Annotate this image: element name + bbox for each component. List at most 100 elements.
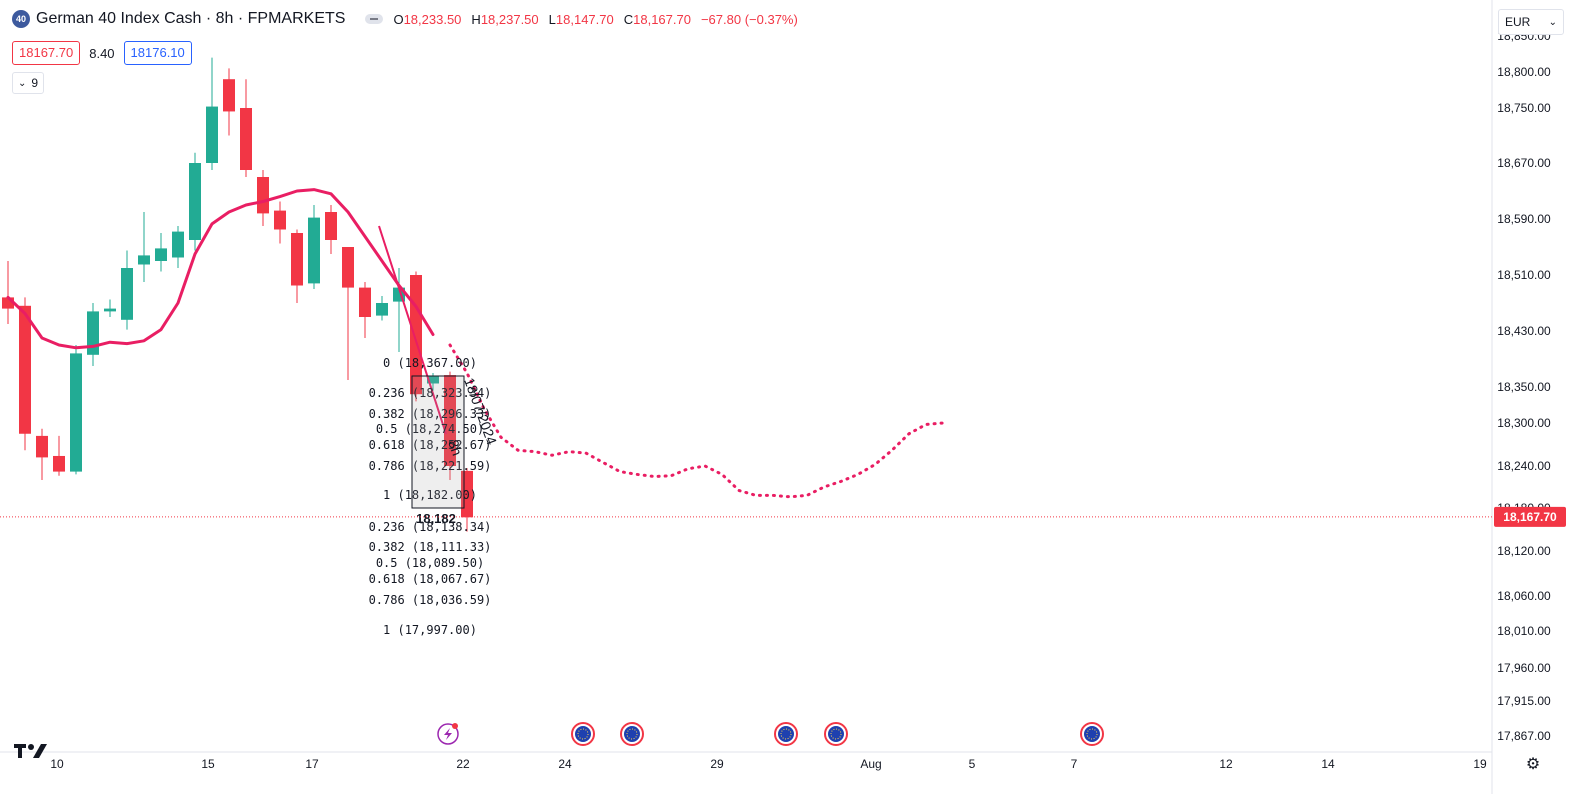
time-tick-label: 5: [969, 757, 976, 771]
candle-body: [70, 353, 82, 472]
last-price-tag: [1494, 506, 1566, 527]
price-tick-label: 18,800.00: [1497, 65, 1551, 79]
price-tick-label: 18,010.00: [1497, 624, 1551, 638]
moving-average: [6, 188, 447, 435]
fib-upper-level-label: 0.236 (18,323.34): [369, 386, 492, 400]
notification-dot: [452, 723, 458, 729]
flag-stars: [780, 728, 792, 740]
time-tick-label: 10: [50, 757, 64, 771]
event-markers: [437, 722, 1104, 746]
fib-lower-level-label: 0.786 (18,036.59): [369, 593, 492, 607]
candle-body: [376, 303, 388, 316]
ma-line: [6, 188, 435, 350]
annotation-value: 18,182: [416, 511, 456, 526]
candle-body: [87, 311, 99, 355]
symbol-title[interactable]: German 40 Index Cash · 8h · FPMARKETS: [36, 10, 346, 27]
flag-globe-fill: [828, 726, 844, 742]
indicators-count: 9: [31, 76, 39, 90]
collapse-legend-button[interactable]: [365, 14, 384, 24]
candle-body: [257, 177, 269, 214]
candle-body: [291, 233, 303, 286]
price-tick-label: 17,867.00: [1497, 729, 1551, 743]
flag-stars: [626, 728, 638, 740]
sell-button[interactable]: 18167.70: [12, 41, 81, 65]
candle-body: [325, 212, 337, 240]
flag-globe-fill: [778, 726, 794, 742]
spread-value: 8.40: [89, 45, 115, 61]
candle-body: [104, 308, 116, 312]
candle-body: [274, 210, 286, 230]
gear-icon[interactable]: ⚙: [1525, 756, 1541, 773]
candle-body: [427, 376, 439, 384]
price-tick-label: 18,350.00: [1497, 380, 1551, 394]
price-tick-label: 18,590.00: [1497, 212, 1551, 226]
flag-stars: [830, 728, 842, 740]
candle-body: [155, 248, 167, 261]
price-tick-label: 18,300.00: [1497, 416, 1551, 430]
last-price-tag-label: 18,167.70: [1503, 510, 1557, 524]
flag-globe-fill: [1084, 726, 1100, 742]
price-tick-label: 17,915.00: [1497, 694, 1551, 708]
trend-line: [378, 225, 447, 435]
candle-body: [138, 255, 150, 265]
time-tick-label: 19: [1473, 757, 1487, 771]
price-tick-label: 18,750.00: [1497, 101, 1551, 115]
fib-lower-level-label: 0.382 (18,111.33): [369, 540, 492, 554]
indicators-toggle[interactable]: ⌄ 9: [12, 72, 45, 94]
fib-upper-level-label: 1 (18,182.00): [383, 488, 477, 502]
time-tick-label: 24: [558, 757, 572, 771]
time-tick-label: 15: [201, 757, 215, 771]
currency-select[interactable]: EUR ⌄: [1498, 9, 1564, 35]
trade-buttons: 18167.70 8.40 18176.10: [12, 41, 192, 65]
flag-globe-fill: [575, 726, 591, 742]
time-tick-label: 7: [1071, 757, 1078, 771]
time-tick-label: 12: [1219, 757, 1233, 771]
time-tick-label: 14: [1321, 757, 1335, 771]
chevron-down-icon: ⌄: [1548, 16, 1557, 28]
candle-body: [359, 287, 371, 317]
price-tick-label: 18,670.00: [1497, 156, 1551, 170]
flag-stars: [1086, 728, 1098, 740]
fib-lower-level-label: 0.5 (18,089.50): [376, 556, 484, 570]
ohlc-high: H18,237.50: [471, 11, 539, 27]
price-tick-label: 18,240.00: [1497, 459, 1551, 473]
ohlc-open: O18,233.50: [393, 11, 462, 27]
candles: [2, 57, 473, 532]
projection-line: [448, 343, 945, 499]
time-tick-label: 22: [456, 757, 470, 771]
fib-lower-level-label: 0.618 (18,067.67): [369, 572, 492, 586]
fib-range-box: [411, 375, 465, 509]
fib-upper-level-label: 0.786 (18,221.59): [369, 459, 492, 473]
fib-upper-level-label: 0.382 (18,296.33): [369, 407, 492, 421]
candle-body: [444, 375, 456, 466]
fibonacci-retracement: 0 (18,367.00) 0.236 (18,323.34) 0.382 (18,…: [369, 356, 501, 637]
annotation-timeframe: 8h: [445, 438, 465, 458]
price-tick-label: 18,120.00: [1497, 544, 1551, 558]
last-price-line: 18,167.70: [0, 506, 1566, 527]
time-tick-label: 17: [305, 757, 319, 771]
fib-upper-level-label: 0.618 (18,252.67): [369, 438, 492, 452]
fib-upper-level-label: 0.5 (18,274.50): [376, 422, 484, 436]
projection-path: [448, 343, 945, 499]
flag-stars: [577, 728, 589, 740]
candle-body: [36, 435, 48, 458]
price-tick-label: 18,430.00: [1497, 324, 1551, 338]
buy-button[interactable]: 18176.10: [123, 41, 192, 65]
currency-label: EUR: [1505, 15, 1531, 29]
candle-body: [53, 455, 65, 472]
candle-body: [172, 231, 184, 258]
price-change: −67.80 (−0.37%): [700, 11, 798, 27]
symbol-badge[interactable]: 40: [12, 10, 30, 28]
fib-lower-level-label: 1 (17,997.00): [383, 623, 477, 637]
candle-body: [206, 106, 218, 163]
candle-body: [189, 163, 201, 240]
fib-lower-level-label: 0.236 (18,138.34): [369, 520, 492, 534]
price-tick-label: 18,510.00: [1497, 268, 1551, 282]
ohlc-close: C18,167.70: [623, 11, 691, 27]
lightning-glyph: [444, 728, 452, 740]
candle-body: [121, 268, 133, 320]
tradingview-logo-icon[interactable]: [14, 742, 48, 766]
price-tick-label: 17,960.00: [1497, 661, 1551, 675]
price-axis: 18,800.00 18,750.00 18,670.00 18,590.00 18,5…: [1497, 29, 1551, 743]
